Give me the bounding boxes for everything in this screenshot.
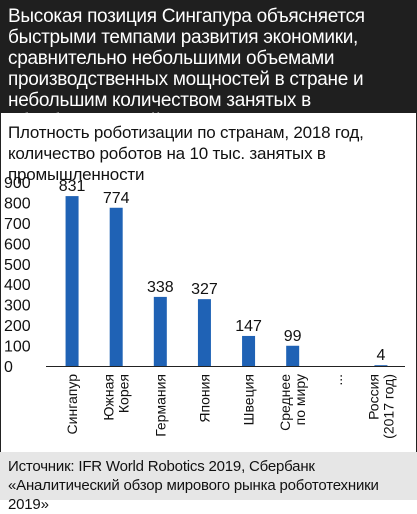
x-tick-label: ЮжнаяКорея xyxy=(101,374,132,421)
bar xyxy=(197,299,211,366)
y-tick-label: 500 xyxy=(4,257,31,274)
chart-title: Плотность роботизации по странам, 2018 г… xyxy=(8,123,364,184)
bar xyxy=(153,296,167,366)
data-label: 147 xyxy=(235,318,262,335)
header-caption: Высокая позиция Сингапура объясняется бы… xyxy=(0,0,417,132)
x-tick-label: ... xyxy=(329,374,345,386)
y-tick-label: 0 xyxy=(4,359,13,376)
data-label: 338 xyxy=(147,279,174,296)
data-label: 4 xyxy=(376,347,385,364)
bar xyxy=(374,365,388,366)
y-tick-label: 200 xyxy=(4,318,31,335)
x-tick-label: Германия xyxy=(152,374,168,437)
x-tick-label: Среднеепо миру xyxy=(277,374,308,431)
chart-area: 0 100 200 300 400 500 600 700 800 900 831 Сингапур 7… xyxy=(0,166,417,456)
bar xyxy=(286,345,300,366)
x-tick-label: Швеция xyxy=(241,374,257,425)
data-label: 327 xyxy=(191,281,218,298)
y-tick-label: 700 xyxy=(4,216,31,233)
data-label: 774 xyxy=(103,190,130,207)
x-tick-label: Япония xyxy=(196,374,212,423)
y-tick-label: 300 xyxy=(4,298,31,315)
bar-chart-svg: 0 100 200 300 400 500 600 700 800 900 831 Сингапур 7… xyxy=(4,175,405,439)
bar xyxy=(109,207,123,366)
y-tick-label: 900 xyxy=(4,175,31,192)
bar xyxy=(65,196,79,366)
y-tick-label: 100 xyxy=(4,339,31,356)
x-tick-label: Сингапур xyxy=(64,374,80,435)
y-tick-label: 800 xyxy=(4,195,31,212)
bar xyxy=(242,335,256,366)
data-label: 831 xyxy=(59,178,86,195)
y-tick-label: 600 xyxy=(4,236,31,253)
source-note: Источник: IFR World Robotics 2019, Сберб… xyxy=(0,452,417,513)
x-tick-label: Россия(2017 год) xyxy=(365,374,396,439)
y-tick-label: 400 xyxy=(4,277,31,294)
data-label: 99 xyxy=(284,328,302,345)
